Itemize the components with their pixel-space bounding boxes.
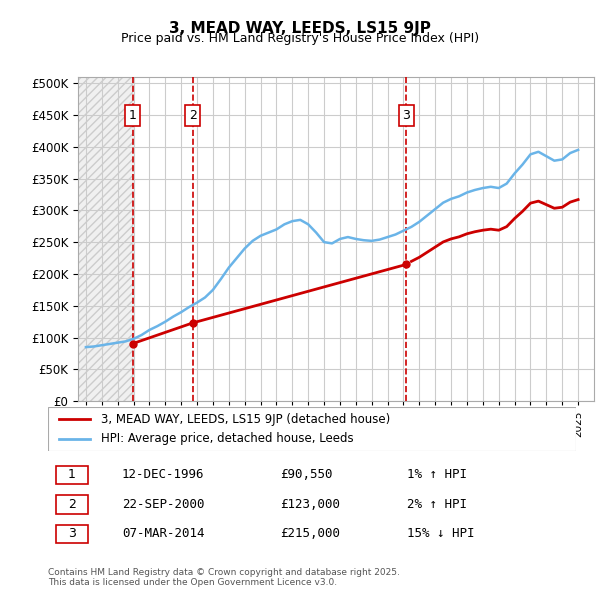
Text: £215,000: £215,000 <box>280 527 340 540</box>
Text: 22-SEP-2000: 22-SEP-2000 <box>122 498 205 511</box>
FancyBboxPatch shape <box>56 495 88 514</box>
Bar <box>78 77 133 401</box>
Text: 12-DEC-1996: 12-DEC-1996 <box>122 468 205 481</box>
Text: 15% ↓ HPI: 15% ↓ HPI <box>407 527 475 540</box>
Text: HPI: Average price, detached house, Leeds: HPI: Average price, detached house, Leed… <box>101 432 353 445</box>
Bar <box>78 77 133 401</box>
Text: 3, MEAD WAY, LEEDS, LS15 9JP: 3, MEAD WAY, LEEDS, LS15 9JP <box>169 21 431 35</box>
Text: 2: 2 <box>188 109 197 122</box>
FancyBboxPatch shape <box>56 466 88 484</box>
Text: 1: 1 <box>129 109 137 122</box>
Text: 1: 1 <box>68 468 76 481</box>
Text: 2: 2 <box>68 498 76 511</box>
Text: £90,550: £90,550 <box>280 468 333 481</box>
Text: 1% ↑ HPI: 1% ↑ HPI <box>407 468 467 481</box>
Text: Contains HM Land Registry data © Crown copyright and database right 2025.
This d: Contains HM Land Registry data © Crown c… <box>48 568 400 587</box>
FancyBboxPatch shape <box>48 407 576 451</box>
Text: 3: 3 <box>403 109 410 122</box>
FancyBboxPatch shape <box>56 525 88 543</box>
Text: Price paid vs. HM Land Registry's House Price Index (HPI): Price paid vs. HM Land Registry's House … <box>121 32 479 45</box>
Text: £123,000: £123,000 <box>280 498 340 511</box>
Text: 3, MEAD WAY, LEEDS, LS15 9JP (detached house): 3, MEAD WAY, LEEDS, LS15 9JP (detached h… <box>101 413 390 426</box>
Text: 3: 3 <box>68 527 76 540</box>
Text: 07-MAR-2014: 07-MAR-2014 <box>122 527 205 540</box>
Text: 2% ↑ HPI: 2% ↑ HPI <box>407 498 467 511</box>
